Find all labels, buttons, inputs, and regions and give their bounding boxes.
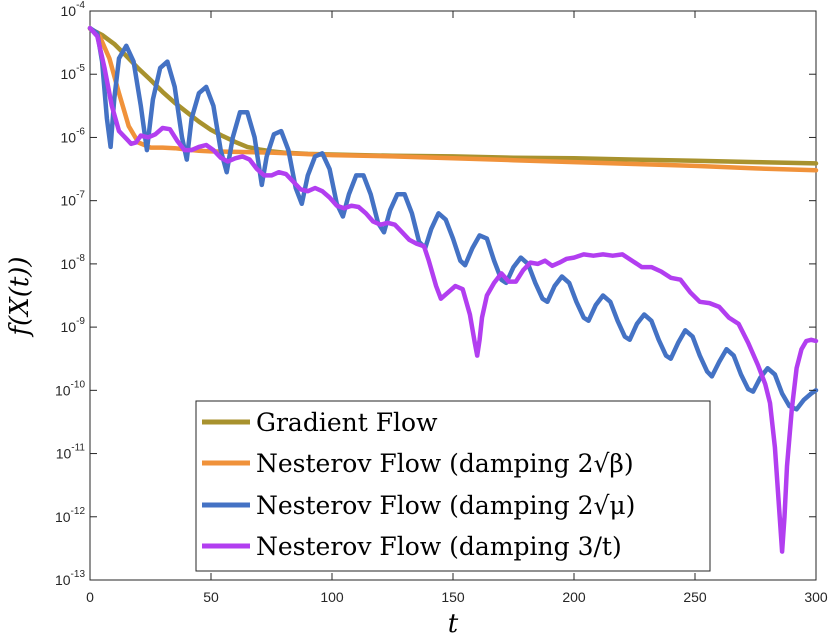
y-tick-label: 10-8	[61, 253, 86, 272]
series-line-2	[87, 25, 819, 412]
legend-label-nesterov-mu: Nesterov Flow (damping 2√μ)	[256, 491, 635, 520]
x-tick-label: 150	[441, 589, 465, 605]
y-tick-label: 10-13	[55, 569, 85, 588]
y-tick-label: 10-12	[55, 506, 85, 525]
x-tick-label: 100	[320, 589, 344, 605]
x-tick-label: 0	[86, 589, 94, 605]
legend-label-nesterov-3t: Nesterov Flow (damping 3/t)	[256, 532, 622, 561]
y-tick-label: 10-9	[61, 316, 86, 335]
legend-label-gradient: Gradient Flow	[256, 408, 438, 437]
series-line-3	[87, 25, 819, 554]
tick-labels-y: 10-4 10-5 10-6 10-7 10-8 10-9 10-10 10-11 10-12 1…	[55, 0, 85, 588]
y-axis-label: f(X(t))	[5, 256, 35, 337]
tick-labels-x: 0 50 100 150 200 250 300	[86, 589, 828, 605]
y-tick-label: 10-4	[61, 0, 86, 19]
legend: Gradient Flow Nesterov Flow (damping 2√β…	[195, 400, 711, 572]
x-tick-label: 300	[804, 589, 828, 605]
x-axis-label: t	[448, 609, 459, 639]
legend-label-nesterov-beta: Nesterov Flow (damping 2√β)	[256, 449, 634, 478]
series-line-0	[87, 26, 819, 166]
y-tick-label: 10-6	[61, 126, 86, 145]
y-tick-label: 10-10	[55, 379, 85, 398]
y-tick-label: 10-11	[56, 443, 86, 462]
x-tick-label: 200	[562, 589, 586, 605]
series-layer	[87, 25, 819, 554]
x-tick-label: 250	[683, 589, 707, 605]
legend-box	[195, 400, 711, 572]
y-tick-label: 10-7	[61, 190, 86, 209]
tick-layer	[89, 10, 817, 581]
x-tick-label: 50	[203, 589, 219, 605]
series-line-1	[87, 25, 819, 173]
y-tick-label: 10-5	[61, 63, 86, 82]
